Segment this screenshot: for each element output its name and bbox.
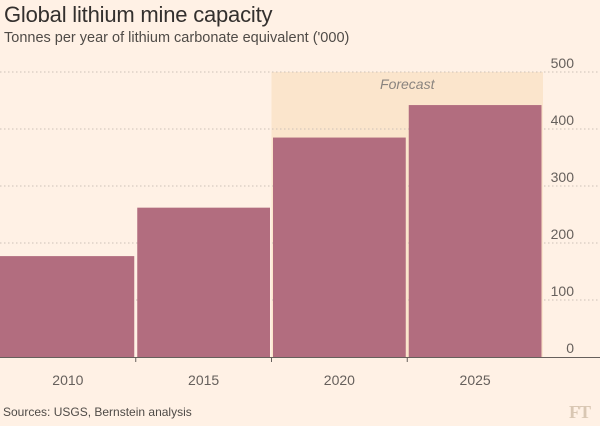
y-tick-label: 0 <box>566 340 574 356</box>
bar-2010 <box>0 256 135 357</box>
x-tick-label: 2015 <box>188 372 219 388</box>
y-tick-label: 500 <box>551 55 575 71</box>
y-tick-label: 400 <box>551 112 575 128</box>
x-tick-label: 2010 <box>52 372 83 388</box>
chart-title: Global lithium mine capacity <box>4 2 273 27</box>
chart-subtitle: Tonnes per year of lithium carbonate equ… <box>4 30 350 46</box>
y-tick-label: 100 <box>551 283 575 299</box>
y-tick-label: 300 <box>551 169 575 185</box>
bar-chart: Forecast 0 100 200 300 400 500 2010 2015 2020 2025 <box>0 55 600 388</box>
bar-2020 <box>273 137 406 357</box>
ft-logo: FT <box>568 402 591 422</box>
bar-2015 <box>137 207 270 357</box>
forecast-label: Forecast <box>380 76 436 92</box>
source-note: Sources: USGS, Bernstein analysis <box>3 405 192 419</box>
bar-2025 <box>408 105 542 357</box>
y-tick-label: 200 <box>551 226 575 242</box>
x-tick-label: 2020 <box>324 372 355 388</box>
x-tick-label: 2025 <box>460 372 491 388</box>
